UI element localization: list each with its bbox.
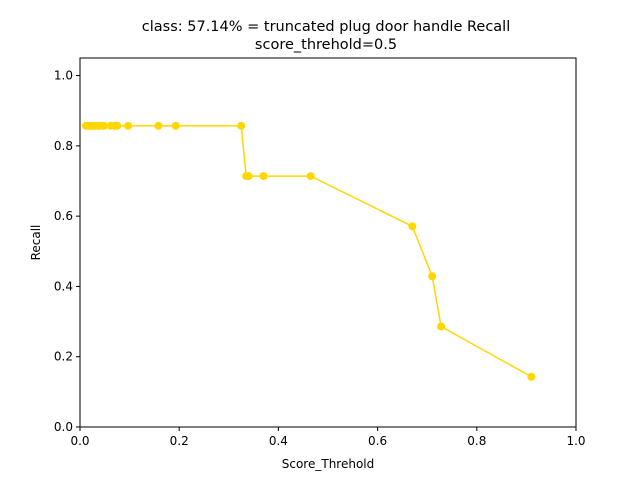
data-point xyxy=(527,372,536,381)
y-tick-label: 1.0 xyxy=(54,69,73,83)
x-tick-label: 0.2 xyxy=(170,434,189,448)
data-point xyxy=(437,322,446,331)
chart-title-line2: score_threhold=0.5 xyxy=(255,37,397,53)
data-point xyxy=(237,121,246,130)
y-tick-label: 0.2 xyxy=(54,350,73,364)
chart-title-line1: class: 57.14% = truncated plug door hand… xyxy=(142,19,511,35)
x-tick-label: 1.0 xyxy=(566,434,585,448)
data-point xyxy=(306,172,315,181)
x-tick-label: 0.0 xyxy=(70,434,89,448)
plot-frame xyxy=(79,57,577,428)
data-point xyxy=(244,172,253,181)
data-point xyxy=(154,121,163,130)
data-point xyxy=(408,222,417,231)
data-point xyxy=(99,121,108,130)
x-tick-label: 0.8 xyxy=(467,434,486,448)
x-tick-label: 0.4 xyxy=(269,434,288,448)
data-point xyxy=(171,121,180,130)
data-point xyxy=(124,121,133,130)
data-point xyxy=(259,172,268,181)
y-tick-label: 0.4 xyxy=(54,279,73,293)
x-axis-label: Score_Threhold xyxy=(282,457,375,471)
series-recall xyxy=(81,121,536,381)
axis-ticks: 0.0 0.2 0.4 0.6 0.8 1.0 0.0 0.2 0.4 0.6 0.8 1.0 xyxy=(54,69,586,448)
y-axis-label: Recall xyxy=(29,225,43,261)
data-point xyxy=(113,121,122,130)
y-tick-label: 0.0 xyxy=(54,420,73,434)
x-tick-label: 0.6 xyxy=(368,434,387,448)
y-tick-label: 0.8 xyxy=(54,139,73,153)
y-tick-label: 0.6 xyxy=(54,209,73,223)
data-point xyxy=(428,272,437,281)
